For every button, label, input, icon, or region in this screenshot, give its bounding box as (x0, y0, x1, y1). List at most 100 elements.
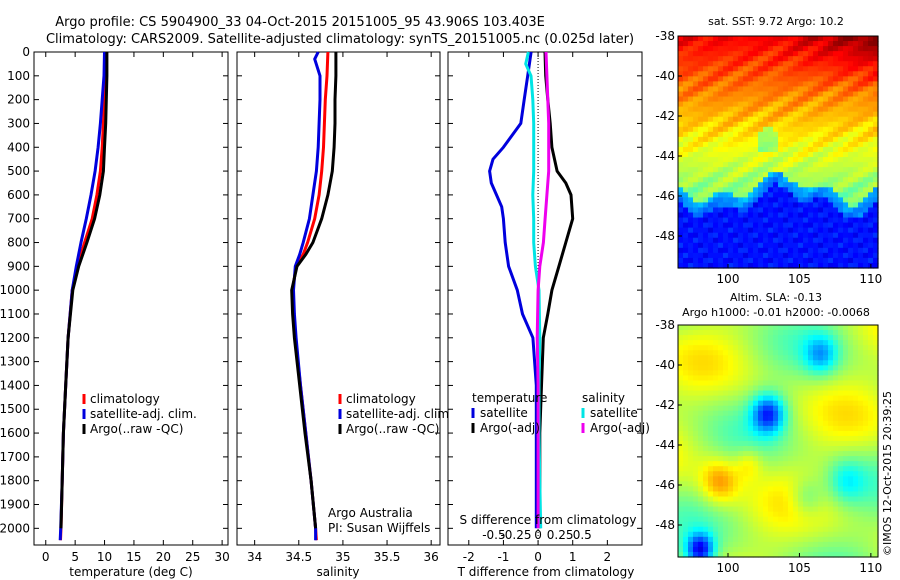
sla-map-cell (763, 476, 769, 482)
sst-map-cell (863, 262, 869, 269)
sla-map-cell (813, 461, 819, 467)
sla-map-cell (818, 471, 824, 477)
sla-map-cell (773, 425, 779, 432)
sst-map-cell (818, 167, 824, 173)
sst-map-cell (773, 217, 779, 224)
sla-map-cell (803, 551, 809, 558)
sla-map-cell (768, 521, 774, 528)
sst-map-cell (783, 81, 789, 88)
sst-map-cell (838, 86, 844, 93)
sla-map-cell (693, 390, 699, 397)
sla-map-cell (863, 435, 869, 442)
sla-map-cell (873, 496, 879, 503)
sst-map-cell (833, 167, 839, 173)
sst-map-cell (818, 252, 824, 259)
depth-tick-label: 1700 (0, 450, 30, 464)
sst-map-cell (738, 202, 744, 209)
sst-map-cell (773, 116, 779, 123)
sla-map-cell (683, 486, 689, 493)
sla-map-cell (853, 370, 859, 377)
sst-map-cell (778, 212, 784, 219)
sst-map-cell (843, 71, 849, 77)
salinity-annotation-line1: Argo Australia (328, 506, 413, 520)
sst-map-cell (803, 51, 809, 57)
sla-map-cell (698, 370, 704, 377)
sst-map-cell (703, 146, 709, 153)
sla-map-cell (763, 430, 769, 437)
sla-map-cell (723, 385, 729, 392)
sla-map-cell (713, 355, 719, 361)
sla-map-cell (798, 410, 804, 417)
sst-map-cell (828, 51, 834, 57)
sst-map-cell (738, 51, 744, 57)
sst-map-cell (788, 157, 794, 163)
sst-map-cell (873, 192, 879, 198)
sla-map-cell (733, 340, 739, 346)
sst-map-cell (803, 242, 809, 249)
sst-map-cell (793, 192, 799, 198)
sla-map-cell (848, 385, 854, 392)
sst-map-cell (778, 81, 784, 88)
sst-map-cell (718, 41, 724, 47)
sst-map-cell (793, 101, 799, 108)
sst-map-cell (763, 157, 769, 163)
sla-map-cell (738, 355, 744, 361)
sla-map-cell (693, 541, 699, 548)
sla-map-cell (738, 420, 744, 427)
sst-map-cell (863, 172, 869, 178)
sla-map-cell (858, 446, 864, 452)
sla-map-cell (853, 335, 859, 341)
sla-map-cell (823, 360, 829, 366)
sst-map-cell (823, 121, 829, 128)
sst-map-cell (798, 46, 804, 52)
sst-map-cell (713, 182, 719, 188)
sst-map-cell (713, 96, 719, 103)
sst-map-cell (753, 131, 759, 138)
sla-map-cell (853, 405, 859, 412)
sst-map-cell (703, 126, 709, 133)
sla-map-cell (793, 395, 799, 402)
sst-map-cell (818, 61, 824, 67)
sst-map-cell (723, 36, 729, 42)
depth-tick-label: 1600 (0, 426, 30, 440)
sla-map-cell (713, 360, 719, 366)
sla-map-cell (848, 446, 854, 452)
sst-map-cell (853, 141, 859, 148)
sst-map-cell (803, 222, 809, 229)
sla-map-cell (743, 486, 749, 493)
sst-map-cell (853, 172, 859, 178)
sla-map-cell (698, 541, 704, 548)
sst-map-cell (778, 177, 784, 183)
sla-map-cell (728, 521, 734, 528)
sla-map-cell (683, 325, 689, 331)
sla-map-cell (728, 335, 734, 341)
sla-map-cell (708, 451, 714, 457)
sla-map-cell (778, 325, 784, 331)
sla-map-cell (838, 435, 844, 442)
sst-map-cell (788, 111, 794, 118)
sla-map-cell (818, 551, 824, 558)
sst-map-cell (783, 126, 789, 133)
sla-map-cell (718, 340, 724, 346)
sst-map-cell (848, 167, 854, 173)
sst-map-cell (863, 202, 869, 209)
sla-map-cell (748, 420, 754, 427)
sla-map-cell (813, 506, 819, 513)
sla-map-cell (718, 415, 724, 422)
sla-map-cell (683, 370, 689, 377)
sla-map-cell (788, 330, 794, 336)
sla-map-cell (768, 400, 774, 407)
sst-map-cell (678, 66, 684, 72)
sla-map-cell (873, 420, 879, 427)
temperature-legend-label: Argo(..raw -QC) (90, 422, 183, 436)
sst-map-cell (698, 167, 704, 173)
sla-map-cell (838, 446, 844, 452)
sla-map-cell (863, 400, 869, 407)
sla-map-cell (678, 380, 684, 387)
sst-map-cell (798, 242, 804, 249)
difference-legend-label: Argo(-adj) (480, 421, 540, 435)
sst-map-cell (833, 262, 839, 269)
sla-map-cell (723, 461, 729, 467)
sst-map-cell (788, 207, 794, 214)
